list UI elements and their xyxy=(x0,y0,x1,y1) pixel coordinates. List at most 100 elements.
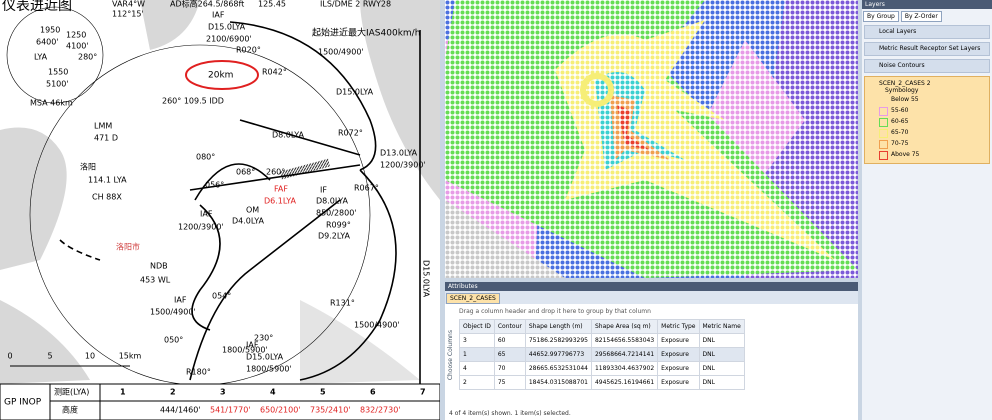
legend-swatch xyxy=(879,129,888,138)
scale-bar: 0 5 10 15km xyxy=(7,352,142,367)
layer-tab[interactable]: By Z-Order xyxy=(900,11,942,22)
scale-label: 10 xyxy=(85,352,95,361)
legend-label: 65-70 xyxy=(891,129,909,136)
chart-label: 1800/5900' xyxy=(222,346,268,355)
legend-entry: Above 75 xyxy=(879,149,985,160)
table-cell: 75 xyxy=(493,375,526,390)
table-row[interactable]: 3 60 75186.2582993295 82154656.5583043 Expos… xyxy=(459,333,745,348)
chart-label: NDB xyxy=(150,262,168,271)
column-header[interactable]: Object ID xyxy=(459,319,495,334)
table-cell: 28665.6532531044 xyxy=(524,361,592,376)
chart-label: 453 WL xyxy=(140,276,171,285)
table-header: 高度 xyxy=(62,405,78,415)
table-cell: 29568664.7214141 xyxy=(590,347,659,362)
table-cell: 1 xyxy=(459,347,495,362)
distance: 7 xyxy=(420,388,426,397)
legend: Below 55 55-60 60-65 65-70 70-75 Above 75 xyxy=(879,94,985,160)
header: VAR4°W AD标高264.5/868ft 125.45 ILS/DME 2 RWY… xyxy=(112,0,391,9)
attributes-footer: 4 of 4 item(s) shown. 1 item(s) selected… xyxy=(449,410,571,417)
chart-label: 260° 109.5 IDD xyxy=(162,97,224,106)
chart-label: IAF xyxy=(200,210,213,219)
table-frame xyxy=(0,383,440,420)
altitude: 832/2730' xyxy=(360,406,401,415)
legend-label: 70-75 xyxy=(891,140,909,147)
chart-label: 2100/6900' xyxy=(206,35,252,44)
column-header[interactable]: Shape Area (sq m) xyxy=(590,319,659,334)
altitude: 444/1460' xyxy=(160,406,201,415)
chart-label: 1550 xyxy=(48,68,68,77)
chart-label: R072° xyxy=(338,129,363,138)
table-cell: Exposure xyxy=(657,333,700,348)
layer-group[interactable]: Local Layers xyxy=(864,25,990,39)
chart-label: R131° xyxy=(330,299,355,308)
scale-label: 5 xyxy=(47,352,52,361)
header-text: ILS/DME 2 RWY28 xyxy=(320,0,391,9)
choose-columns[interactable]: Choose Columns xyxy=(447,330,454,381)
chart-label: MSA 46km xyxy=(30,99,73,108)
chart-label: 1950 xyxy=(40,26,60,35)
chart-label: 1500/4900' xyxy=(318,48,364,57)
layer-tabs: By Group By Z-Order xyxy=(862,9,992,22)
chart-label: 6400' xyxy=(36,38,59,47)
chart-label: D8.0LYA xyxy=(272,131,305,140)
header-text: AD标高264.5/868ft xyxy=(170,0,244,9)
chart-label: 080° xyxy=(196,153,215,162)
altitude: 650/2100' xyxy=(260,406,301,415)
layers-title: Layers xyxy=(862,0,992,9)
layer-group[interactable]: Noise Contours xyxy=(864,59,990,73)
chart-label: D9.2LYA xyxy=(318,232,351,241)
legend-swatch xyxy=(879,107,888,116)
chart-label: 850/2800' xyxy=(316,209,357,218)
table-row[interactable]: 2 75 18454.0315088701 4945625.16194661 Expos… xyxy=(459,375,745,390)
attributes-table: Object ID Contour Shape Length (m) Shape Ar… xyxy=(459,319,745,390)
chart-label: LYA xyxy=(34,53,48,62)
table-cell: 4 xyxy=(459,361,495,376)
chart-labels: 1950 6400' 1250 4100' LYA 280° 1550 5100' MSA 46… xyxy=(30,10,431,377)
layer-groups: Local Layers Metric Result Receptor Set L… xyxy=(862,25,992,73)
table-cell: DNL xyxy=(698,375,745,390)
table-row[interactable]: 1 65 44652.997796773 29568664.7214141 Exposu… xyxy=(459,347,745,362)
chart-label: 1500/4900' xyxy=(354,321,400,330)
chart-label: 280° xyxy=(78,53,97,62)
chart-label: R020° xyxy=(236,46,261,55)
chart-label: D15.0LYA xyxy=(336,88,374,97)
chart-label: IF xyxy=(320,186,327,195)
distance: 3 xyxy=(220,388,226,397)
legend-entry: 65-70 xyxy=(879,127,985,138)
table-cell: 82154656.5583043 xyxy=(590,333,659,348)
column-header[interactable]: Metric Type xyxy=(657,319,700,334)
distance: 1 xyxy=(120,388,126,397)
legend-entry: 70-75 xyxy=(879,138,985,149)
distance: 2 xyxy=(170,388,176,397)
column-header[interactable]: Metric Name xyxy=(698,319,745,334)
layer-tab[interactable]: By Group xyxy=(863,11,899,22)
chart-label: FAF xyxy=(274,185,288,194)
chart-label: CH 88X xyxy=(92,193,122,202)
route-lines xyxy=(59,21,421,384)
legend-entry: 60-65 xyxy=(879,116,985,127)
chart-label: R099° xyxy=(326,221,351,230)
chart-label: D8.0LYA xyxy=(316,197,349,206)
column-header[interactable]: Contour xyxy=(493,319,526,334)
attributes-tab[interactable]: SCEN_2_CASES xyxy=(446,293,500,304)
chart-label: 054° xyxy=(212,292,231,301)
altitude: 735/2410' xyxy=(310,406,351,415)
chart-label: IAF xyxy=(246,341,259,350)
chart-label: D15.0LYA xyxy=(246,353,284,362)
legend-swatch xyxy=(879,140,888,149)
table-row[interactable]: 4 70 28665.6532531044 11893304.4637902 Expos… xyxy=(459,361,745,376)
chart-label: 230° xyxy=(254,334,273,343)
symbology: Symbology xyxy=(885,87,919,94)
scale-label: 15km xyxy=(119,352,142,361)
chart-label: 1800/5900' xyxy=(246,365,292,374)
table-cell: 75186.2582993295 xyxy=(524,333,592,348)
legend-swatch xyxy=(879,118,888,127)
column-header[interactable]: Shape Length (m) xyxy=(524,319,592,334)
chart-label: 20km xyxy=(208,71,233,81)
table-cell: DNL xyxy=(698,333,745,348)
chart-label: LMM xyxy=(94,122,112,131)
table-cell: DNL xyxy=(698,347,745,362)
layer-group[interactable]: Metric Result Receptor Set Layers xyxy=(864,42,990,56)
layer-item[interactable]: SCEN_2_CASES 2 Symbology Below 55 55-60 60… xyxy=(864,76,990,164)
